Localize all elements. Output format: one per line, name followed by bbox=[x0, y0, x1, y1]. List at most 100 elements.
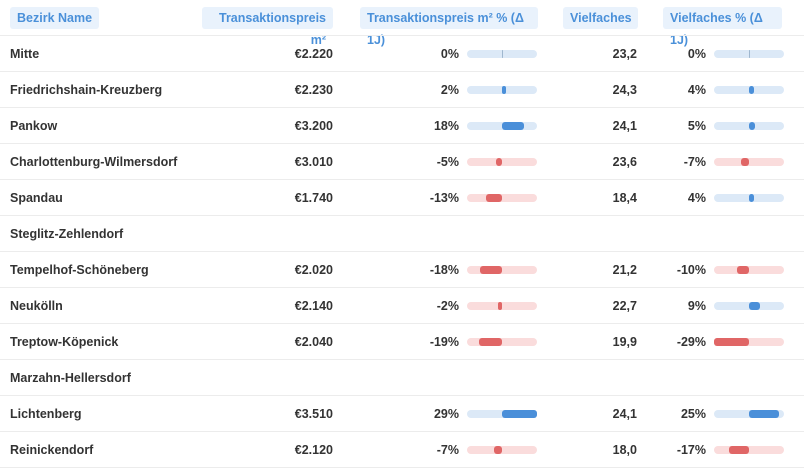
bar-track bbox=[714, 50, 784, 58]
bar-track bbox=[467, 446, 537, 454]
row-separator bbox=[0, 359, 804, 360]
bar-track bbox=[467, 410, 537, 418]
row-separator bbox=[0, 215, 804, 216]
multiple: 23,2 bbox=[612, 47, 637, 61]
change-bar bbox=[737, 266, 749, 274]
price: €3.200 bbox=[294, 119, 333, 133]
multiple-change-label: -10% bbox=[676, 263, 706, 277]
multiple: 22,7 bbox=[612, 299, 637, 313]
multiple: 21,2 bbox=[612, 263, 637, 277]
district-name: Tempelhof-Schöneberg bbox=[10, 263, 149, 277]
price-change-label: -18% bbox=[429, 263, 459, 277]
header-price-change: Transaktionspreis m² % (Δ 1J) bbox=[360, 7, 538, 47]
multiple-change-label: 0% bbox=[687, 47, 706, 61]
district-name: Mitte bbox=[10, 47, 40, 61]
district-name: Spandau bbox=[10, 191, 63, 205]
change-bar bbox=[749, 86, 754, 94]
row-separator bbox=[0, 395, 804, 396]
multiple: 24,3 bbox=[612, 83, 637, 97]
change-bar bbox=[502, 50, 503, 58]
price-change-label: -2% bbox=[436, 299, 459, 313]
bar-track bbox=[467, 122, 537, 130]
bar-track bbox=[467, 302, 537, 310]
row-separator bbox=[0, 143, 804, 144]
multiple: 24,1 bbox=[612, 119, 637, 133]
multiple-change-label: 5% bbox=[687, 119, 706, 133]
change-bar bbox=[493, 446, 502, 454]
row-separator bbox=[0, 251, 804, 252]
multiple-change-label: 4% bbox=[687, 191, 706, 205]
header-multiple-change: Vielfaches % (Δ 1J) bbox=[663, 7, 782, 47]
multiple: 24,1 bbox=[612, 407, 637, 421]
price: €2.140 bbox=[294, 299, 333, 313]
header-multiple: Vielfaches bbox=[563, 7, 638, 29]
change-bar bbox=[479, 338, 502, 346]
district-name: Treptow-Köpenick bbox=[10, 335, 119, 349]
district-name: Pankow bbox=[10, 119, 58, 133]
header-separator bbox=[0, 35, 804, 36]
header-price: Transaktionspreis m² bbox=[202, 7, 333, 47]
multiple: 18,0 bbox=[612, 443, 637, 457]
district-name: Friedrichshain-Kreuzberg bbox=[10, 83, 163, 97]
bar-track bbox=[714, 194, 784, 202]
change-bar bbox=[749, 122, 755, 130]
change-bar bbox=[714, 338, 749, 346]
change-bar bbox=[498, 302, 502, 310]
bar-track bbox=[714, 410, 784, 418]
change-bar bbox=[740, 158, 749, 166]
price: €1.740 bbox=[294, 191, 333, 205]
change-bar bbox=[749, 410, 779, 418]
bar-track bbox=[714, 122, 784, 130]
price: €3.510 bbox=[294, 407, 333, 421]
row-separator bbox=[0, 467, 804, 468]
change-bar bbox=[486, 194, 502, 202]
bar-track bbox=[714, 338, 784, 346]
bar-track bbox=[714, 302, 784, 310]
price-change-label: -13% bbox=[429, 191, 459, 205]
district-name: Neukölln bbox=[10, 299, 63, 313]
price: €2.220 bbox=[294, 47, 333, 61]
multiple-change-label: 25% bbox=[680, 407, 706, 421]
change-bar bbox=[480, 266, 502, 274]
bar-track bbox=[714, 446, 784, 454]
price-change-label: -19% bbox=[429, 335, 459, 349]
bar-track bbox=[714, 266, 784, 274]
price: €2.040 bbox=[294, 335, 333, 349]
bar-track bbox=[467, 266, 537, 274]
row-separator bbox=[0, 71, 804, 72]
multiple-change-label: -7% bbox=[683, 155, 706, 169]
price-change-label: 18% bbox=[433, 119, 459, 133]
district-name: Steglitz-Zehlendorf bbox=[10, 227, 124, 241]
change-bar bbox=[496, 158, 502, 166]
multiple-change-label: -17% bbox=[676, 443, 706, 457]
row-separator bbox=[0, 323, 804, 324]
change-bar bbox=[749, 50, 750, 58]
multiple-change-label: -29% bbox=[676, 335, 706, 349]
bar-track bbox=[467, 50, 537, 58]
change-bar bbox=[502, 410, 537, 418]
multiple-change-label: 9% bbox=[687, 299, 706, 313]
row-separator bbox=[0, 287, 804, 288]
row-separator bbox=[0, 179, 804, 180]
district-name: Reinickendorf bbox=[10, 443, 94, 457]
change-bar bbox=[728, 446, 749, 454]
price: €2.230 bbox=[294, 83, 333, 97]
bar-track bbox=[714, 158, 784, 166]
multiple-change-label: 4% bbox=[687, 83, 706, 97]
price-change-label: 0% bbox=[440, 47, 459, 61]
price-change-label: -7% bbox=[436, 443, 459, 457]
change-bar bbox=[502, 86, 506, 94]
change-bar bbox=[749, 194, 754, 202]
multiple: 19,9 bbox=[612, 335, 637, 349]
row-separator bbox=[0, 431, 804, 432]
bar-track bbox=[467, 338, 537, 346]
header-name: Bezirk Name bbox=[10, 7, 100, 29]
price-change-label: -5% bbox=[436, 155, 459, 169]
price: €3.010 bbox=[294, 155, 333, 169]
change-bar bbox=[749, 302, 760, 310]
bar-track bbox=[467, 158, 537, 166]
multiple: 23,6 bbox=[612, 155, 637, 169]
row-separator bbox=[0, 107, 804, 108]
district-name: Marzahn-Hellersdorf bbox=[10, 371, 131, 385]
